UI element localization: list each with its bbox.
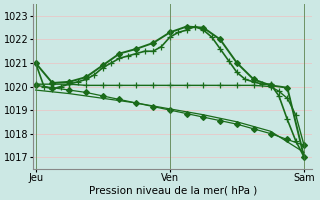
X-axis label: Pression niveau de la mer( hPa ): Pression niveau de la mer( hPa ) [89,186,257,196]
